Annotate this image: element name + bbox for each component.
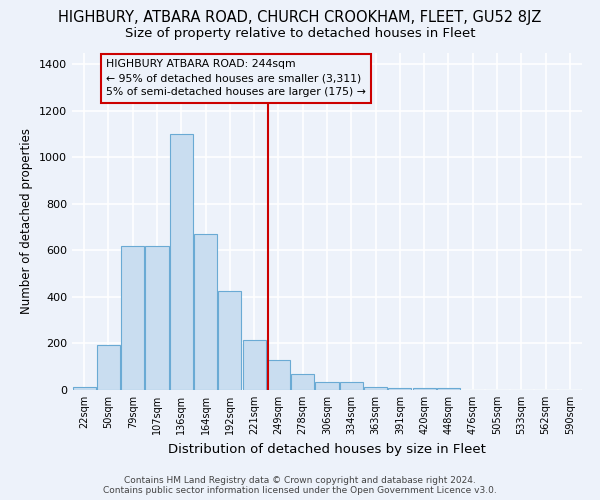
Bar (413, 388, 436, 390)
Text: Size of property relative to detached houses in Fleet: Size of property relative to detached ho… (125, 28, 475, 40)
Bar (170, 134, 193, 390)
Bar (291, 374, 314, 390)
Bar (194, 234, 217, 390)
Bar (73, 386, 95, 390)
Y-axis label: Number of detached properties: Number of detached properties (20, 128, 34, 314)
Bar (145, 246, 169, 390)
Bar (364, 386, 387, 390)
Bar (97, 344, 120, 390)
X-axis label: Distribution of detached houses by size in Fleet: Distribution of detached houses by size … (168, 442, 486, 456)
Bar (340, 382, 363, 390)
Bar (267, 360, 290, 390)
Bar (218, 290, 241, 390)
Text: Contains HM Land Registry data © Crown copyright and database right 2024.
Contai: Contains HM Land Registry data © Crown c… (103, 476, 497, 495)
Text: HIGHBURY, ATBARA ROAD, CHURCH CROOKHAM, FLEET, GU52 8JZ: HIGHBURY, ATBARA ROAD, CHURCH CROOKHAM, … (58, 10, 542, 25)
Text: HIGHBURY ATBARA ROAD: 244sqm
← 95% of detached houses are smaller (3,311)
5% of : HIGHBURY ATBARA ROAD: 244sqm ← 95% of de… (106, 60, 366, 98)
Bar (437, 388, 460, 390)
Bar (121, 246, 144, 390)
Bar (242, 340, 266, 390)
Bar (388, 388, 412, 390)
Bar (316, 382, 338, 390)
